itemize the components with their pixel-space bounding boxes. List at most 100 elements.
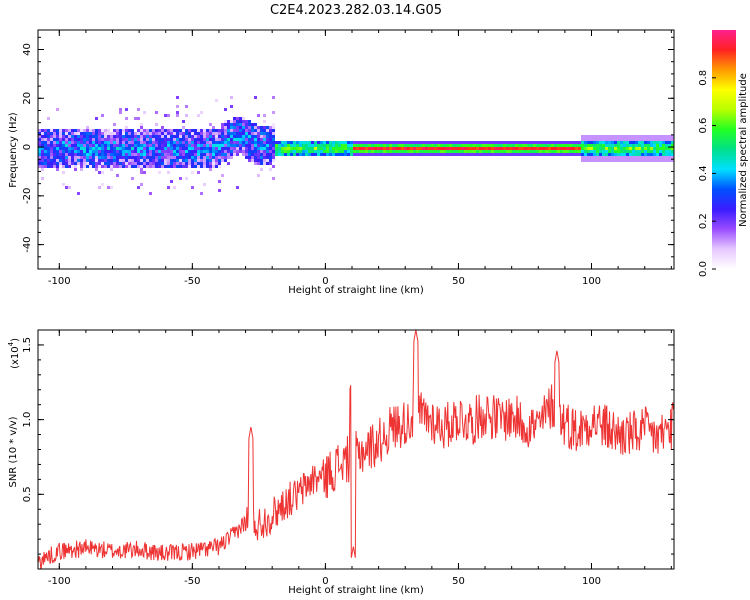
heatmap-cell <box>443 150 446 153</box>
heatmap-cell <box>389 153 392 156</box>
heatmap-cell <box>245 138 248 141</box>
heatmap-cell <box>134 135 137 138</box>
heatmap-cell <box>551 141 554 144</box>
heatmap-cell <box>185 105 188 108</box>
heatmap-cell <box>233 132 236 135</box>
heatmap-cell <box>98 144 101 147</box>
heatmap-cell <box>329 153 332 156</box>
heatmap-cell <box>62 129 65 132</box>
heatmap-cell <box>299 153 302 156</box>
heatmap-cell <box>44 162 47 165</box>
heatmap-cell <box>506 144 509 147</box>
heatmap-cell <box>410 144 413 147</box>
heatmap-cell <box>647 141 650 144</box>
heatmap-cell <box>257 114 260 117</box>
heatmap-cell <box>140 135 143 138</box>
heatmap-cell <box>272 144 275 147</box>
heatmap-cell <box>335 147 338 150</box>
heatmap-cell <box>56 150 59 153</box>
heatmap-cell <box>272 129 275 132</box>
heatmap-cell <box>236 144 239 147</box>
heatmap-cell <box>305 144 308 147</box>
heatmap-cell <box>209 123 212 126</box>
heatmap-cell <box>65 135 68 138</box>
heatmap-cell <box>191 147 194 150</box>
heatmap-cell <box>317 150 320 153</box>
heatmap-cell <box>404 153 407 156</box>
heatmap-cell <box>665 144 668 147</box>
heatmap-cell <box>305 150 308 153</box>
heatmap-cell <box>263 141 266 144</box>
heatmap-cell <box>188 138 191 141</box>
heatmap-cell <box>563 150 566 153</box>
heatmap-cell <box>158 135 161 138</box>
heatmap-cell <box>584 156 587 159</box>
heatmap-cell <box>149 138 152 141</box>
heatmap-cell <box>74 162 77 165</box>
heatmap-cell <box>593 159 596 162</box>
heatmap-cell <box>617 144 620 147</box>
heatmap-cell <box>170 147 173 150</box>
heatmap-cell <box>431 144 434 147</box>
heatmap-cell <box>269 162 272 165</box>
heatmap-cell <box>509 144 512 147</box>
heatmap-cell <box>179 162 182 165</box>
heatmap-cell <box>257 150 260 153</box>
heatmap-cell <box>548 147 551 150</box>
heatmap-cell <box>245 126 248 129</box>
heatmap-cell <box>170 132 173 135</box>
heatmap-cell <box>332 144 335 147</box>
heatmap-cell <box>56 108 59 111</box>
heatmap-cell <box>527 147 530 150</box>
heatmap-cell <box>380 141 383 144</box>
heatmap-cell <box>626 144 629 147</box>
heatmap-cell <box>593 141 596 144</box>
heatmap-cell <box>230 153 233 156</box>
heatmap-cell <box>623 150 626 153</box>
heatmap-cell <box>662 150 665 153</box>
heatmap-cell <box>251 132 254 135</box>
heatmap-cell <box>233 117 236 120</box>
heatmap-cell <box>287 147 290 150</box>
heatmap-cell <box>245 147 248 150</box>
heatmap-cell <box>374 141 377 144</box>
heatmap-cell <box>110 132 113 135</box>
heatmap-cell <box>242 132 245 135</box>
heatmap-cell <box>41 138 44 141</box>
heatmap-cell <box>248 147 251 150</box>
heatmap-cell <box>308 141 311 144</box>
heatmap-cell <box>74 132 77 135</box>
heatmap-cell <box>263 162 266 165</box>
heatmap-cell <box>92 162 95 165</box>
heatmap-cell <box>224 153 227 156</box>
heatmap-cell <box>578 147 581 150</box>
heatmap-cell <box>479 144 482 147</box>
heatmap-cell <box>521 147 524 150</box>
spectrogram-frame <box>37 29 675 270</box>
heatmap-cell <box>230 123 233 126</box>
heatmap-cell <box>107 150 110 153</box>
heatmap-cell <box>629 150 632 153</box>
heatmap-cell <box>440 147 443 150</box>
heatmap-cell <box>455 144 458 147</box>
heatmap-cell <box>38 138 41 141</box>
heatmap-cell <box>116 147 119 150</box>
heatmap-cell <box>614 135 617 138</box>
heatmap-cell <box>536 141 539 144</box>
heatmap-cell <box>164 159 167 162</box>
heatmap-cell <box>272 153 275 156</box>
heatmap-cell <box>215 153 218 156</box>
heatmap-cell <box>152 159 155 162</box>
heatmap-cell <box>551 153 554 156</box>
heatmap-cell <box>518 141 521 144</box>
heatmap-cell <box>206 132 209 135</box>
heatmap-cell <box>656 135 659 138</box>
heatmap-cell <box>104 129 107 132</box>
heatmap-cell <box>530 153 533 156</box>
heatmap-cell <box>311 153 314 156</box>
heatmap-cell <box>242 138 245 141</box>
heatmap-cell <box>155 135 158 138</box>
heatmap-cell <box>590 135 593 138</box>
heatmap-cell <box>218 189 221 192</box>
